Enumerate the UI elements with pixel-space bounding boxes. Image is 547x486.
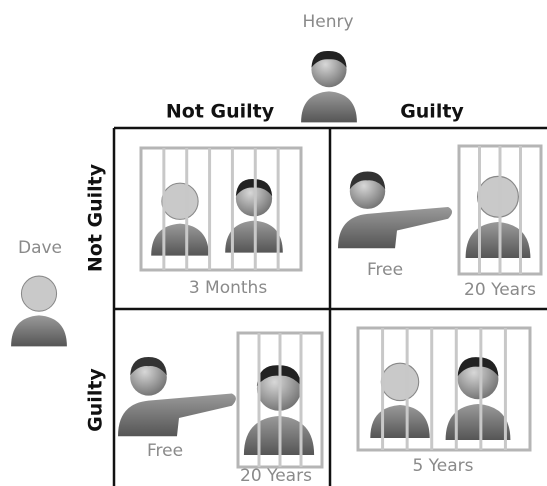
jail-bars xyxy=(356,326,532,452)
jail-frame xyxy=(139,146,303,272)
jail-frame xyxy=(356,326,532,452)
jail-bars xyxy=(139,146,303,272)
outcome-label: 5 Years xyxy=(412,456,473,476)
column-header: Guilty xyxy=(400,101,464,123)
row-header: Guilty xyxy=(85,368,107,432)
pointing-person xyxy=(118,356,236,437)
payoff-grid xyxy=(112,126,547,486)
pointing-person xyxy=(338,171,453,249)
person-icon xyxy=(369,362,431,439)
outcome-label: 3 Months xyxy=(189,278,268,298)
outcome-label: 20 Years xyxy=(464,280,536,300)
outcome-label: Free xyxy=(367,260,403,280)
jail-bars xyxy=(236,331,324,469)
column-player: Henry xyxy=(302,12,353,32)
jail-bars xyxy=(457,144,543,276)
row-player: Dave xyxy=(18,238,62,258)
henry-icon xyxy=(301,50,357,123)
person-icon xyxy=(150,182,210,257)
outcome-label: Free xyxy=(147,441,183,461)
outcome-label: 20 Years xyxy=(240,466,312,486)
dave-icon xyxy=(10,275,68,347)
column-header: Not Guilty xyxy=(166,101,275,123)
row-header: Not Guilty xyxy=(85,163,107,272)
